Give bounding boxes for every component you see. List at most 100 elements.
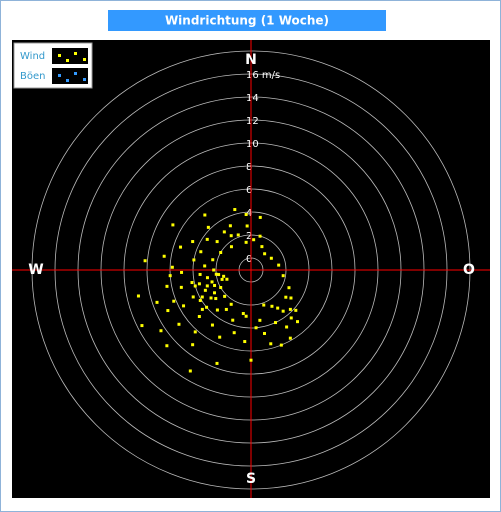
point	[205, 237, 209, 241]
point	[177, 322, 181, 326]
point	[252, 238, 256, 242]
r-tick-label: 8	[246, 162, 252, 173]
point	[212, 291, 216, 295]
point	[166, 309, 170, 313]
legend-swatch-dot	[66, 79, 69, 82]
point	[229, 302, 233, 306]
point	[244, 314, 248, 318]
point	[243, 340, 247, 344]
point	[289, 316, 293, 320]
point	[244, 240, 248, 244]
point	[269, 256, 273, 260]
legend-label: Wind	[20, 51, 45, 62]
r-tick-label: 14	[246, 93, 259, 104]
point	[215, 240, 219, 244]
point	[203, 264, 207, 268]
legend-label: Böen	[20, 71, 45, 82]
point	[200, 295, 204, 299]
r-tick-label: 4	[246, 208, 252, 219]
point	[180, 270, 184, 274]
point	[191, 240, 195, 244]
legend-swatch-dot	[74, 52, 77, 55]
point	[262, 303, 266, 307]
point	[155, 300, 159, 304]
point	[214, 272, 218, 276]
point	[162, 254, 166, 258]
point	[217, 273, 221, 277]
point	[198, 298, 202, 302]
point	[296, 320, 300, 324]
legend-swatch-dot	[58, 74, 61, 77]
point	[191, 343, 195, 347]
point	[205, 284, 209, 288]
point	[294, 308, 298, 312]
direction-label: W	[28, 262, 43, 278]
point	[140, 324, 144, 328]
point	[231, 318, 235, 322]
point	[200, 307, 204, 311]
point	[172, 299, 176, 303]
title-bar	[108, 10, 386, 31]
point	[285, 325, 289, 329]
point	[274, 321, 278, 325]
legend-swatch-dot	[83, 78, 86, 81]
point	[241, 312, 245, 316]
r-tick-label: 0	[246, 254, 252, 265]
point	[229, 245, 233, 249]
point	[258, 318, 262, 322]
point	[182, 304, 186, 308]
point	[197, 282, 201, 286]
legend-swatch-dot	[83, 58, 86, 61]
r-tick-label: 16 m/s	[246, 70, 280, 81]
point	[218, 335, 222, 339]
point	[270, 304, 274, 308]
point	[179, 245, 183, 249]
point	[206, 225, 210, 229]
point	[209, 296, 213, 300]
direction-label: S	[246, 471, 256, 487]
r-tick-label: 6	[246, 185, 252, 196]
point	[232, 331, 236, 335]
legend-swatch	[52, 68, 88, 84]
point	[212, 268, 216, 272]
point	[215, 361, 219, 365]
point	[219, 251, 223, 254]
point	[262, 331, 266, 335]
point	[215, 308, 219, 312]
point	[289, 296, 293, 300]
chart-title: Windrichtung (1 Woche)	[165, 14, 329, 28]
point	[205, 305, 209, 309]
point	[159, 329, 163, 333]
legend-swatch-dot	[74, 72, 77, 75]
point	[254, 326, 258, 330]
point	[276, 306, 280, 310]
point	[214, 297, 218, 301]
point	[245, 224, 249, 228]
point	[224, 307, 228, 311]
point	[284, 295, 288, 299]
point	[288, 336, 292, 340]
point	[192, 258, 196, 262]
point	[220, 277, 224, 281]
r-tick-label: 10	[246, 139, 259, 150]
point	[225, 277, 229, 281]
point	[210, 323, 214, 327]
point	[219, 286, 223, 289]
point	[233, 208, 237, 212]
point	[263, 252, 267, 256]
point	[229, 234, 233, 238]
direction-label: O	[463, 262, 475, 278]
point	[213, 283, 217, 287]
point	[193, 330, 197, 334]
point	[236, 233, 240, 237]
point	[143, 259, 147, 263]
point	[198, 272, 202, 276]
point	[222, 230, 226, 234]
r-tick-label: 12	[246, 116, 259, 127]
point	[281, 309, 285, 313]
point	[287, 286, 291, 290]
point	[288, 307, 292, 311]
point	[249, 358, 253, 362]
point	[211, 258, 215, 262]
